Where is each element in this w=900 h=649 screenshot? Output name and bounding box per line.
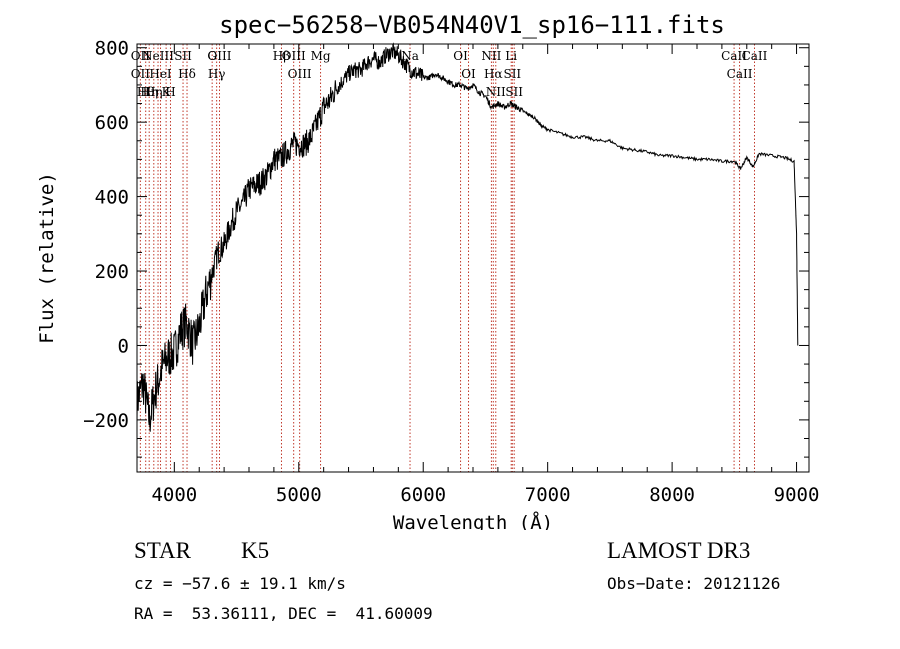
- line-marker-label: OIII: [282, 49, 306, 63]
- y-tick-label: 0: [118, 335, 129, 357]
- x-tick-label: 6000: [400, 484, 446, 506]
- line-marker-label: H: [165, 85, 175, 99]
- line-marker-label: CaII: [721, 49, 747, 63]
- x-tick-label: 4000: [151, 484, 197, 506]
- line-marker-label: OII: [131, 67, 151, 81]
- redshift-value: cz = −57.6 ± 19.1 km/s: [134, 574, 346, 593]
- line-marker-label: Hδ: [178, 67, 196, 81]
- chart-title: spec−56258−VB054N40V1_sp16−111.fits: [219, 11, 725, 39]
- x-tick-label: 8000: [649, 484, 695, 506]
- plot-frame: [136, 43, 810, 473]
- line-marker-label: CaII: [727, 67, 753, 81]
- y-axis-label: Flux (relative): [36, 172, 58, 344]
- line-marker-label: OIII: [288, 67, 312, 81]
- line-marker-label: Hα: [484, 67, 503, 81]
- line-marker-label: Hη: [140, 85, 158, 99]
- observation-date: Obs−Date: 20121126: [607, 574, 781, 593]
- line-marker-label: SII: [505, 85, 523, 99]
- line-marker-label: SII: [503, 67, 521, 81]
- line-marker-label: Hθ: [137, 85, 155, 99]
- subclass: K5: [241, 538, 270, 563]
- spectrum-chart: spec−56258−VB054N40V1_sp16−111.fits OII O…: [36, 11, 819, 530]
- y-tick-label: 200: [95, 261, 129, 283]
- line-marker-label: HeI: [149, 67, 172, 81]
- line-marker-label: G: [207, 49, 217, 63]
- line-marker-label: OIII: [207, 49, 231, 63]
- line-marker-label: NII: [481, 49, 501, 63]
- line-marker-label: OI: [453, 49, 468, 63]
- line-marker-label: CaII: [742, 49, 768, 63]
- x-tick-label: 9000: [774, 484, 820, 506]
- y-tick-label: 400: [95, 187, 129, 209]
- y-tick-label: −200: [83, 410, 129, 432]
- x-tick-label: 7000: [525, 484, 571, 506]
- line-marker-label: NII: [486, 85, 506, 99]
- line-marker-label: Li: [505, 49, 517, 63]
- object-type: STAR: [134, 538, 191, 563]
- coordinates: RA = 53.36111, DEC = 41.60009: [134, 604, 433, 623]
- flux-series-line: [136, 42, 799, 432]
- y-tick-label: 600: [95, 112, 129, 134]
- line-markers: [139, 44, 755, 472]
- line-marker-label: Mg: [311, 49, 331, 63]
- x-axis-label: Wavelength (Å): [393, 511, 553, 530]
- line-marker-label: NeIII: [142, 49, 174, 63]
- line-marker-label: Hβ: [273, 49, 290, 63]
- line-marker-label: SII: [174, 49, 192, 63]
- line-marker-label: Hγ: [208, 67, 226, 81]
- x-axis: 4000 5000 6000 7000 8000 9000: [151, 44, 819, 506]
- y-axis: −200 0 200 400 600 800: [83, 38, 809, 458]
- line-marker-label: Hη: [145, 85, 163, 99]
- survey-name: LAMOST DR3: [607, 538, 751, 563]
- line-marker-label: OII: [131, 49, 151, 63]
- line-marker-label: OI: [461, 67, 476, 81]
- x-tick-label: 5000: [276, 484, 322, 506]
- y-tick-label: 800: [95, 38, 129, 60]
- line-marker-label: K: [162, 85, 172, 99]
